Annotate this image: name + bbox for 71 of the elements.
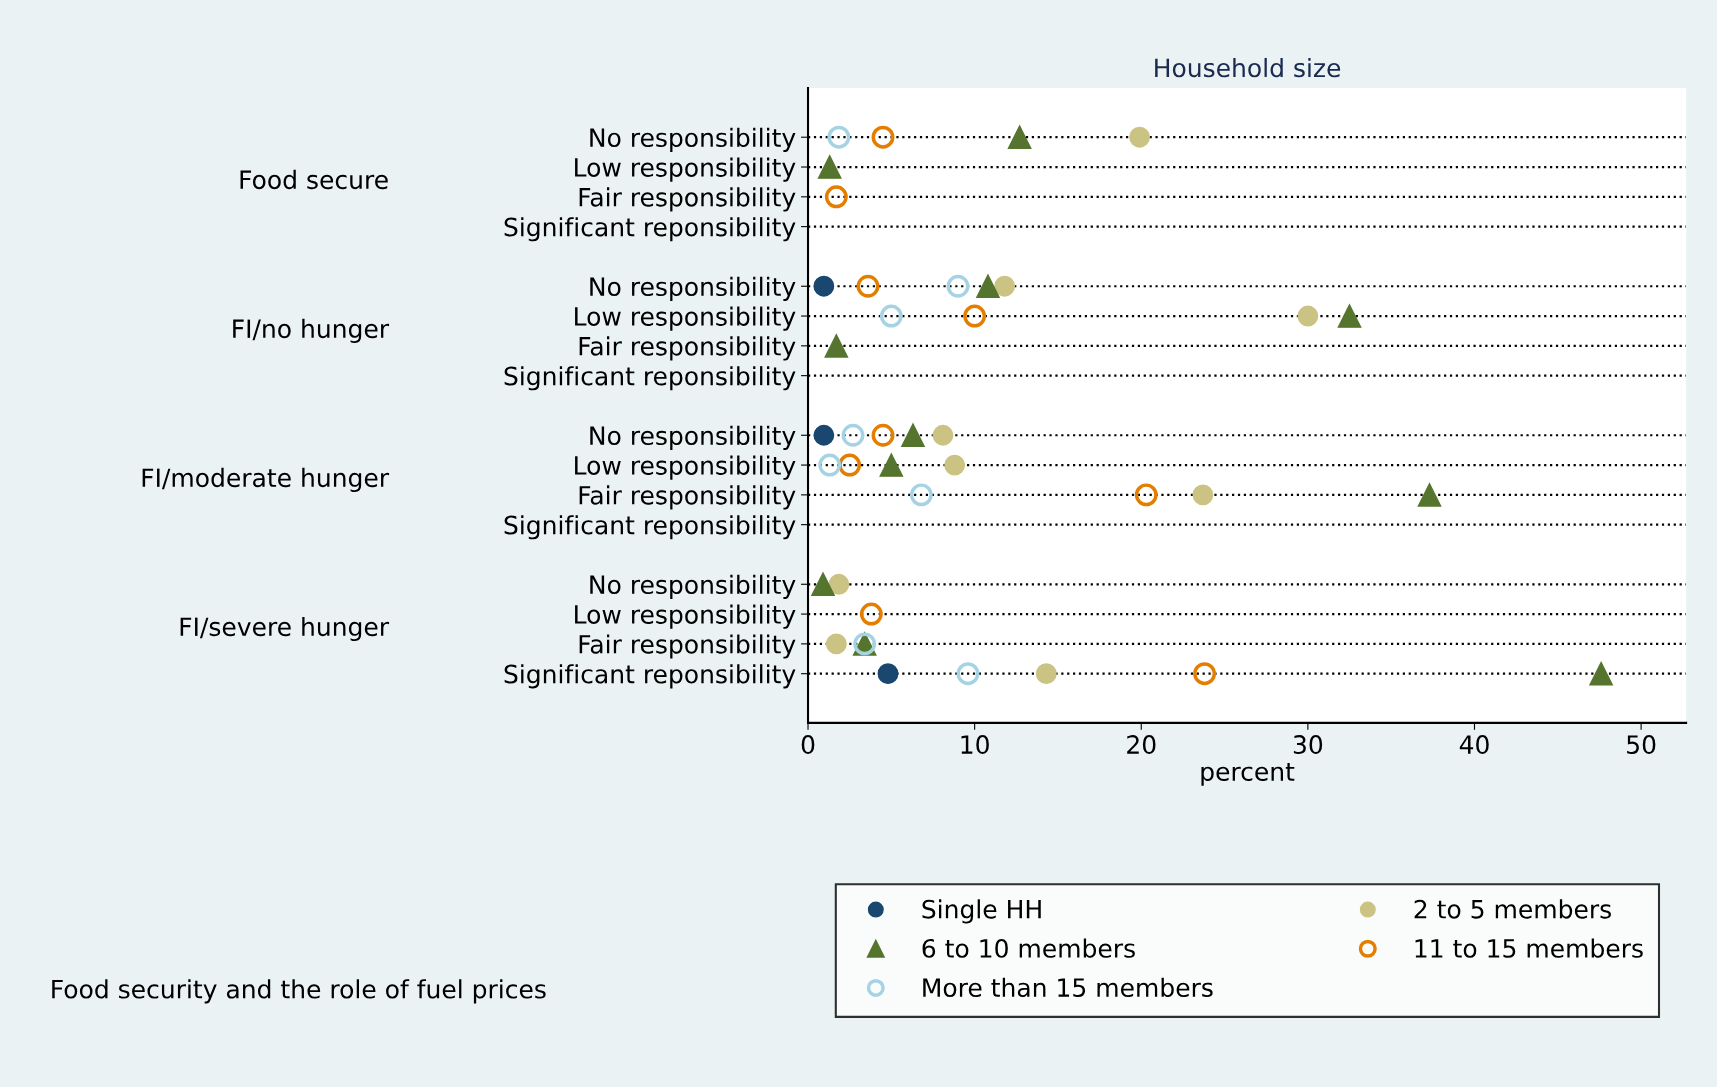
x-tick-label: 40	[1459, 735, 1489, 755]
point	[1192, 484, 1214, 506]
point	[946, 274, 970, 298]
point	[1417, 483, 1442, 507]
point	[1007, 125, 1032, 150]
point	[1129, 126, 1151, 148]
y-tick-label: Fair responsibility	[579, 187, 796, 212]
point	[976, 274, 1000, 299]
point	[856, 274, 880, 298]
point	[817, 155, 842, 179]
y-tick-label: Significant reponsibility	[504, 664, 796, 689]
text: FI/moderate hunger	[142, 467, 390, 493]
point	[1035, 663, 1057, 685]
point	[1297, 305, 1319, 327]
y-tick-label: No responsibility	[590, 574, 796, 599]
y-tick-label: Significant reponsibility	[504, 366, 796, 391]
point	[1589, 661, 1613, 686]
point	[859, 602, 883, 626]
y-tick-label: Fair responsibility	[579, 485, 796, 510]
point	[828, 573, 850, 595]
x-tick-label: 0	[801, 735, 815, 755]
point	[827, 125, 851, 149]
point	[811, 572, 835, 597]
x-tick-label: 30	[1293, 735, 1323, 755]
legend-label: 6 to 10 members	[922, 938, 1135, 958]
legend-label: Single HH	[922, 899, 1041, 924]
y-tick-label: Fair responsibility	[579, 336, 796, 361]
y-tick-label: Significant reponsibility	[504, 217, 796, 242]
point	[1193, 662, 1217, 686]
y-tick-label: Low responsibility	[575, 455, 796, 480]
point	[1337, 304, 1362, 328]
text: FI/no hunger	[233, 318, 390, 344]
point	[932, 424, 954, 446]
x-tick-label: 20	[1127, 735, 1156, 755]
y-tick-label: No responsibility	[590, 276, 796, 301]
point	[871, 423, 895, 447]
x-tick-label: 10	[961, 735, 989, 755]
x-tick-label: 50	[1627, 735, 1656, 755]
point	[871, 125, 895, 149]
y-tick-label: Fair responsibility	[579, 634, 796, 659]
point	[818, 453, 842, 477]
point	[956, 662, 980, 686]
point	[963, 304, 987, 328]
point	[901, 423, 925, 448]
point	[879, 304, 903, 328]
y-tick-label: Significant reponsibility	[504, 515, 796, 540]
chart-title: Household size	[1155, 57, 1341, 78]
point	[813, 424, 835, 446]
legend-label: 11 to 15 members	[1415, 938, 1643, 958]
text: FI/severe hunger	[180, 616, 390, 642]
point	[944, 454, 966, 476]
y-tick-label: Low responsibility	[575, 306, 796, 331]
point	[877, 663, 899, 685]
y-tick-label: No responsibility	[590, 425, 796, 450]
point	[909, 483, 933, 507]
point	[879, 453, 904, 477]
point	[994, 275, 1016, 297]
point	[824, 185, 848, 209]
y-tick-label: Low responsibility	[575, 157, 796, 182]
point	[841, 423, 865, 447]
x-axis-title: percent	[1201, 763, 1295, 786]
legend-label: 2 to 5 members	[1414, 899, 1611, 919]
point	[813, 275, 835, 297]
point	[824, 334, 849, 358]
y-tick-label: Low responsibility	[575, 604, 796, 629]
point	[1134, 483, 1158, 507]
point	[825, 633, 847, 655]
y-tick-label: No responsibility	[590, 127, 796, 152]
text: Food security and the role of fuel prices	[52, 979, 546, 1004]
legend-label: More than 15 members	[923, 977, 1213, 998]
text: Food secure	[240, 169, 388, 190]
